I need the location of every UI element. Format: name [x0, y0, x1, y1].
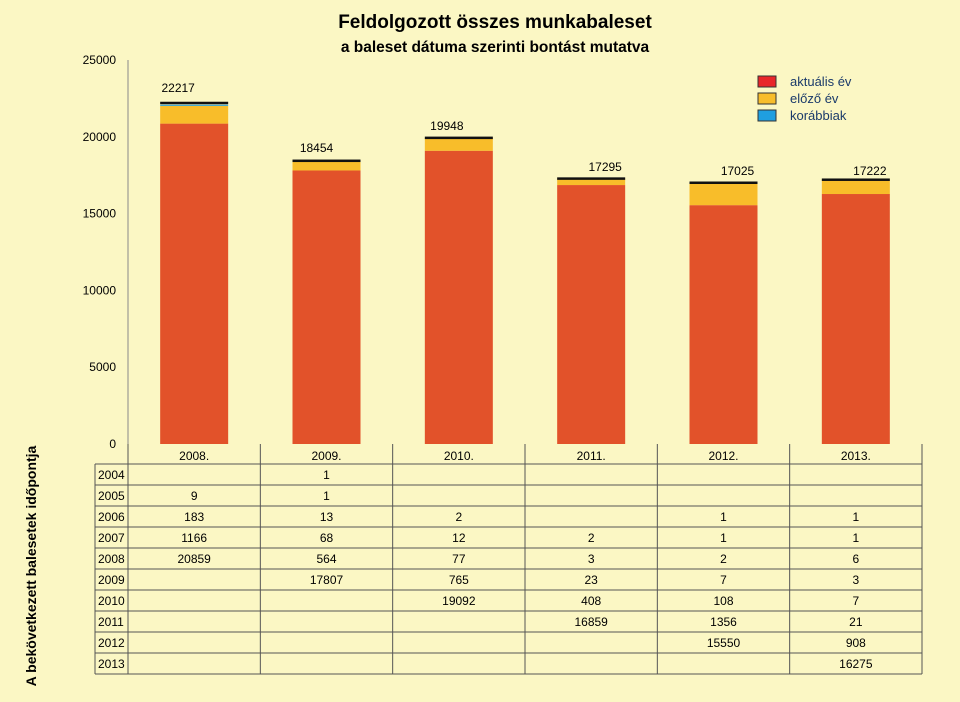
- table-cell: 1166: [181, 531, 207, 545]
- table-header-cell: 2011.: [577, 449, 606, 463]
- table-cell: 21: [849, 615, 863, 629]
- chart-subtitle-text: a baleset dátuma szerinti bontást mutatv…: [341, 39, 650, 56]
- y-tick-label: 20000: [83, 130, 117, 144]
- table-cell: 408: [581, 594, 601, 608]
- y-tick-label: 25000: [83, 53, 117, 67]
- total-label: 18454: [300, 141, 334, 155]
- table-cell: 2: [720, 552, 727, 566]
- total-labels: 22217 18454 19948 17295 17025 17222: [161, 81, 886, 178]
- table-row-label: 2006: [98, 510, 125, 524]
- legend-label: aktuális év: [790, 74, 852, 89]
- table-cell: 17807: [310, 573, 344, 587]
- table-header-cell: 2013.: [841, 449, 871, 463]
- total-label: 17222: [853, 164, 887, 178]
- table-cell: 1: [323, 489, 330, 503]
- legend-label: előző év: [790, 91, 839, 106]
- table-row-label: 2012: [98, 636, 125, 650]
- table-cell: 16275: [839, 657, 873, 671]
- legend-label: korábbiak: [790, 108, 847, 123]
- y-axis-label: A bekövetkezett balesetek időpontja: [23, 445, 39, 686]
- table-cell: 2: [455, 510, 462, 524]
- y-tick-label: 5000: [89, 360, 116, 374]
- bar-main-6: [821, 194, 890, 444]
- table-cell: 20859: [177, 552, 211, 566]
- table-cell: 108: [713, 594, 733, 608]
- table-cell: 12: [452, 531, 466, 545]
- table-cell: 1: [720, 510, 727, 524]
- y-tick-label: 15000: [83, 207, 117, 221]
- chart-title-text: Feldolgozott összes munkabaleset: [338, 12, 652, 33]
- table-cell: 1: [323, 468, 330, 482]
- y-tick-label: 0: [109, 437, 116, 451]
- table-row-label: 2009: [98, 573, 125, 587]
- legend-swatch: [757, 109, 777, 122]
- table-cell: 3: [852, 573, 859, 587]
- table-cell: 7: [852, 594, 859, 608]
- total-label: 17025: [721, 164, 755, 178]
- table-cell: 7: [720, 573, 727, 587]
- bar-main-5: [689, 205, 758, 444]
- bar-prev-3: [424, 137, 493, 151]
- table-cell: 1356: [710, 615, 737, 629]
- bar-prev-4: [557, 178, 626, 186]
- bar-old-1: [160, 105, 229, 124]
- table-cell: 908: [846, 636, 866, 650]
- total-label: 17295: [588, 160, 622, 174]
- table-cell: 13: [320, 510, 334, 524]
- bar-main-4: [557, 185, 626, 444]
- table-cell: 2: [588, 531, 595, 545]
- table-row-label: 2005: [98, 489, 125, 503]
- y-tick-label: 10000: [83, 283, 117, 297]
- bar-prev-5: [689, 182, 758, 206]
- table-row-label: 2011: [98, 615, 124, 629]
- legend-swatch: [757, 75, 777, 88]
- legend-swatch: [757, 92, 777, 105]
- table-cell: 23: [584, 573, 598, 587]
- bar-top-3: [424, 136, 493, 140]
- table-row-label: 2008: [98, 552, 125, 566]
- bar-main-3: [424, 150, 493, 444]
- table-cell: 1: [852, 510, 859, 524]
- table-row-label: 2010: [98, 594, 125, 608]
- table-cell: 564: [316, 552, 336, 566]
- table-row-label: 2013: [98, 657, 125, 671]
- table-cell: 6: [852, 552, 859, 566]
- bar-top-5: [689, 181, 758, 184]
- table-header-cell: 2009.: [311, 449, 341, 463]
- table-cell: 77: [452, 552, 466, 566]
- table-cell: 19092: [442, 594, 476, 608]
- legend: aktuális év előző év korábbiak: [757, 74, 852, 123]
- data-table: 2008. 2009. 2010. 2011. 2012. 2013. 2004 1 2005 9…: [94, 444, 923, 675]
- bar-top-1: [160, 101, 229, 105]
- table-cell: 183: [184, 510, 204, 524]
- chart-title: Feldolgozott összes munkabaleset a bales…: [338, 12, 652, 56]
- table-header-cell: 2008.: [179, 449, 209, 463]
- bar-top-2: [292, 159, 361, 163]
- table-row-label: 2004: [98, 468, 125, 482]
- total-label: 22217: [161, 81, 195, 95]
- table-row-label: 2007: [98, 531, 125, 545]
- bar-series: [160, 101, 890, 444]
- table-cell: 3: [588, 552, 595, 566]
- table-cell: 1: [852, 531, 859, 545]
- table-cell: 15550: [707, 636, 741, 650]
- table-cell: 1: [720, 531, 727, 545]
- table-cell: 68: [320, 531, 334, 545]
- bar-prev-2: [292, 161, 361, 171]
- bar-older-1: [160, 104, 229, 106]
- bar-prev-6: [821, 179, 890, 195]
- table-cell: 16859: [574, 615, 608, 629]
- bar-main-2: [292, 170, 361, 444]
- bar-main-1: [160, 123, 229, 444]
- bar-top-6: [821, 178, 890, 181]
- table-cell: 765: [449, 573, 469, 587]
- table-cell: 9: [191, 489, 198, 503]
- bar-top-4: [557, 177, 626, 180]
- total-label: 19948: [430, 119, 464, 133]
- y-axis: 0 5000 10000 15000 20000 25000: [83, 53, 129, 451]
- table-header-cell: 2010.: [444, 449, 474, 463]
- table-header-cell: 2012.: [708, 449, 738, 463]
